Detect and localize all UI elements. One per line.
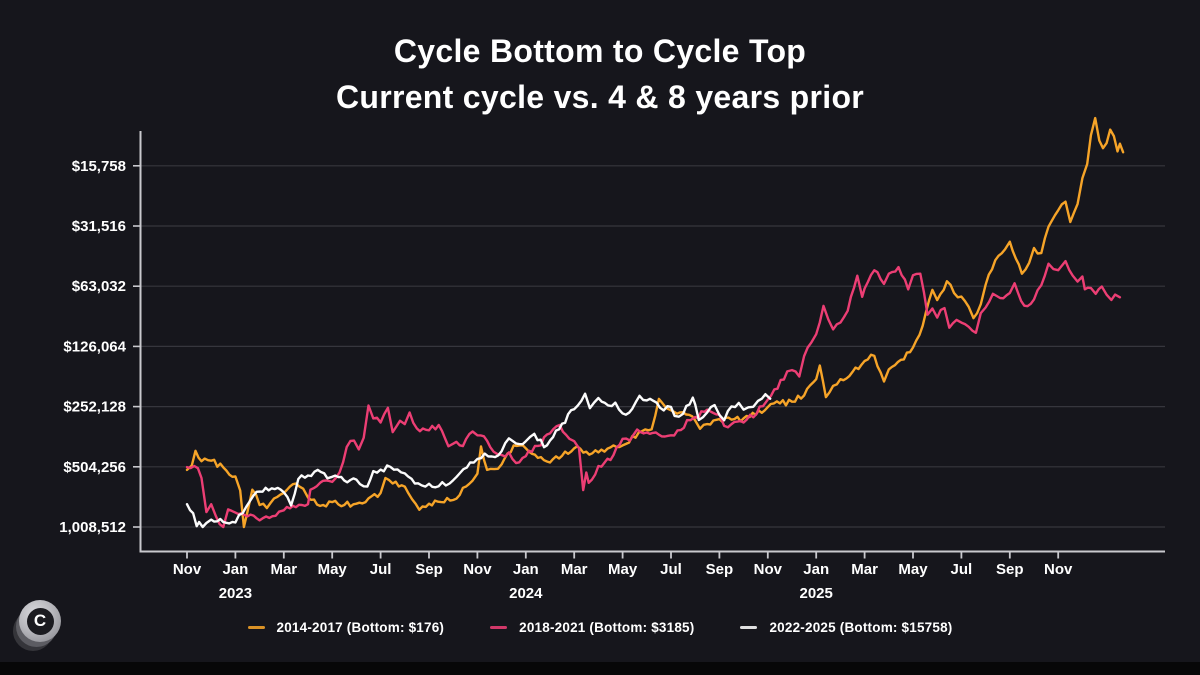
y-axis-label: $504,256: [63, 459, 126, 476]
y-axis-label: $252,128: [63, 399, 126, 416]
legend-item-2014-2017: 2014-2017 (Bottom: $176): [247, 620, 445, 635]
legend-label: 2014-2017 (Bottom: $176): [276, 620, 445, 635]
legend-item-2018-2021: 2018-2021 (Bottom: $3185): [490, 620, 694, 635]
series-path-2014-2017: [185, 116, 1125, 529]
x-axis-label: Jul: [370, 561, 392, 578]
x-axis-label: Nov: [173, 561, 202, 578]
legend-dash-pink-icon: [490, 626, 508, 629]
x-axis-year-label: 2025: [800, 585, 833, 602]
legend-item-2022-2025: 2022-2025 (Bottom: $15758): [740, 620, 952, 635]
chart-title: Cycle Bottom to Cycle Top Current cycle …: [0, 28, 1200, 120]
x-axis-label: Nov: [754, 561, 783, 578]
x-axis-label: Nov: [1044, 561, 1073, 578]
x-axis-label: Jan: [803, 561, 829, 578]
x-axis-label: Nov: [463, 561, 492, 578]
x-axis-label: Jan: [513, 561, 539, 578]
series-path-2018-2021: [185, 259, 1122, 529]
x-axis-label: May: [608, 561, 638, 578]
legend-dash-white-icon: [740, 626, 758, 629]
coin-face: C: [19, 600, 61, 642]
x-axis-label: Sep: [415, 561, 443, 578]
bottom-black-bar: [0, 662, 1200, 675]
y-axis-label: $126,064: [63, 338, 126, 355]
x-axis-label: Jul: [951, 561, 973, 578]
y-axis-label: $31,516: [72, 218, 126, 235]
legend-label: 2018-2021 (Bottom: $3185): [519, 620, 695, 635]
coin-letter-c: C: [33, 610, 47, 630]
y-axis-label: $63,032: [72, 278, 126, 295]
x-axis-label: Mar: [270, 561, 297, 578]
chart-legend: 2014-2017 (Bottom: $176) 2018-2021 (Bott…: [0, 620, 1200, 635]
x-axis-label: Sep: [706, 561, 734, 578]
y-axis-label: $15,758: [72, 158, 126, 175]
x-axis-year-label: 2023: [219, 585, 252, 602]
x-axis-label: Mar: [561, 561, 588, 578]
series-path-2022-2025: [185, 392, 772, 529]
x-axis-label: May: [898, 561, 928, 578]
chart-title-line1: Cycle Bottom to Cycle Top: [393, 33, 807, 69]
legend-label: 2022-2025 (Bottom: $15758): [769, 620, 953, 635]
coin-core: C: [26, 607, 54, 635]
x-axis-label: May: [318, 561, 348, 578]
x-axis-label: Sep: [996, 561, 1024, 578]
x-axis-label: Jul: [660, 561, 682, 578]
y-axis-label: 1,008,512: [59, 519, 126, 536]
x-axis-label: Jan: [222, 561, 248, 578]
chart-title-line2: Current cycle vs. 4 & 8 years prior: [335, 79, 865, 115]
coincodex-coin-logo: C: [13, 599, 65, 653]
legend-dash-orange-icon: [247, 626, 265, 629]
x-axis-label: Mar: [851, 561, 878, 578]
x-axis-year-label: 2024: [509, 585, 543, 602]
